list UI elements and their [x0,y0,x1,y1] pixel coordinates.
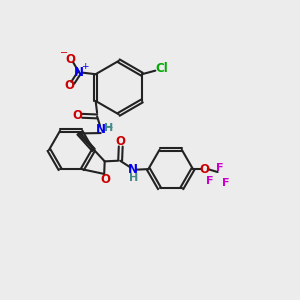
Text: −: − [60,48,68,59]
Text: O: O [72,109,82,122]
Text: O: O [65,53,75,66]
Text: N: N [128,163,138,176]
Text: N: N [74,66,84,79]
Text: Cl: Cl [156,62,169,75]
Text: O: O [116,135,126,148]
Text: F: F [206,176,213,186]
Text: O: O [199,163,209,176]
Text: F: F [216,164,224,173]
Text: F: F [222,178,230,188]
Text: −: − [105,123,113,133]
Text: H: H [104,123,114,133]
Text: H: H [129,173,138,183]
Text: N: N [96,123,106,136]
Text: O: O [65,79,75,92]
Text: +: + [82,62,89,71]
Text: O: O [101,173,111,186]
